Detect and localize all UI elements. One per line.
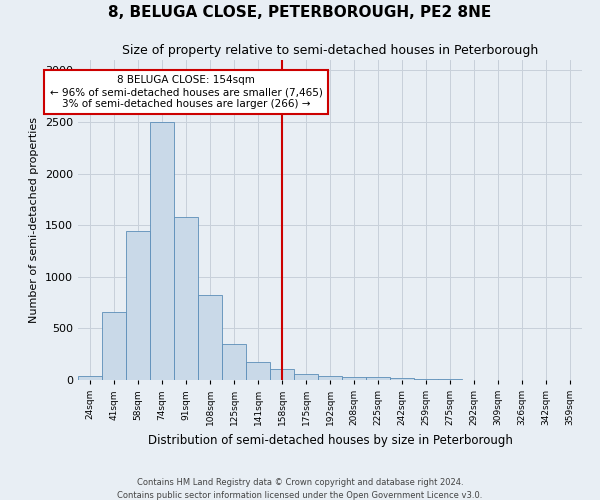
Bar [198, 296, 222, 380]
Bar [150, 122, 174, 380]
Bar [222, 344, 246, 380]
Bar [78, 376, 102, 380]
Bar [414, 379, 438, 380]
Text: Contains HM Land Registry data © Crown copyright and database right 2024.
Contai: Contains HM Land Registry data © Crown c… [118, 478, 482, 500]
Text: 8 BELUGA CLOSE: 154sqm
← 96% of semi-detached houses are smaller (7,465)
3% of s: 8 BELUGA CLOSE: 154sqm ← 96% of semi-det… [50, 76, 322, 108]
Bar [270, 368, 294, 380]
Bar [390, 378, 414, 380]
Bar [246, 362, 270, 380]
Title: Size of property relative to semi-detached houses in Peterborough: Size of property relative to semi-detach… [122, 44, 538, 58]
Bar [126, 232, 150, 380]
Bar [294, 374, 318, 380]
Bar [342, 377, 366, 380]
Bar [102, 312, 126, 380]
Bar [366, 378, 390, 380]
Text: 8, BELUGA CLOSE, PETERBOROUGH, PE2 8NE: 8, BELUGA CLOSE, PETERBOROUGH, PE2 8NE [109, 5, 491, 20]
Bar [174, 217, 198, 380]
Bar [318, 376, 342, 380]
X-axis label: Distribution of semi-detached houses by size in Peterborough: Distribution of semi-detached houses by … [148, 434, 512, 446]
Y-axis label: Number of semi-detached properties: Number of semi-detached properties [29, 117, 40, 323]
